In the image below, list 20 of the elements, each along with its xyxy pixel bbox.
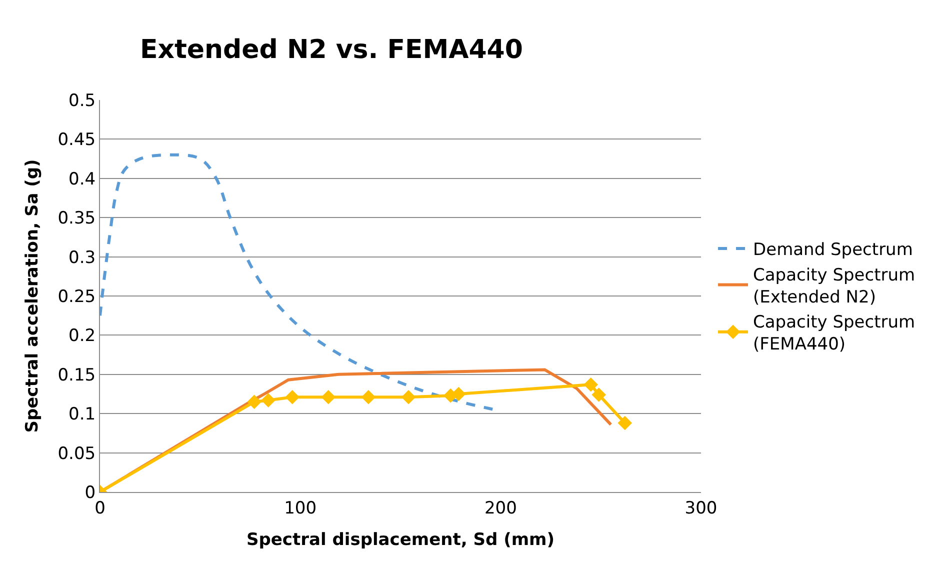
y-tick-label: 0.4 — [68, 169, 96, 190]
legend-label: Capacity Spectrum (Extended N2) — [753, 265, 916, 308]
y-tick-label: 0.2 — [68, 326, 96, 346]
y-tick-label: 0.1 — [68, 404, 96, 425]
legend-label: Demand Spectrum — [753, 240, 913, 260]
x-axis-title: Spectral displacement, Sd (mm) — [246, 530, 555, 550]
x-tick-label: 200 — [484, 498, 517, 518]
y-axis-title: Spectral acceleration, Sa (g) — [22, 159, 42, 433]
y-tick-label: 0.05 — [58, 444, 96, 464]
y-tick-label: 0.45 — [58, 130, 96, 150]
chart-title: Extended N2 vs. FEMA440 — [140, 35, 524, 66]
legend-label: Capacity Spectrum (FEMA440) — [753, 312, 916, 355]
y-tick-label: 0.3 — [68, 248, 96, 268]
y-tick-label: 0 — [84, 482, 96, 503]
x-tick-label: 100 — [284, 498, 317, 518]
y-tick-label: 0.5 — [68, 90, 96, 111]
y-tick-label: 0.25 — [58, 286, 96, 307]
y-tick-label: 0.35 — [58, 208, 96, 229]
y-tick-label: 0.15 — [58, 365, 96, 386]
x-tick-label: 300 — [684, 498, 718, 518]
